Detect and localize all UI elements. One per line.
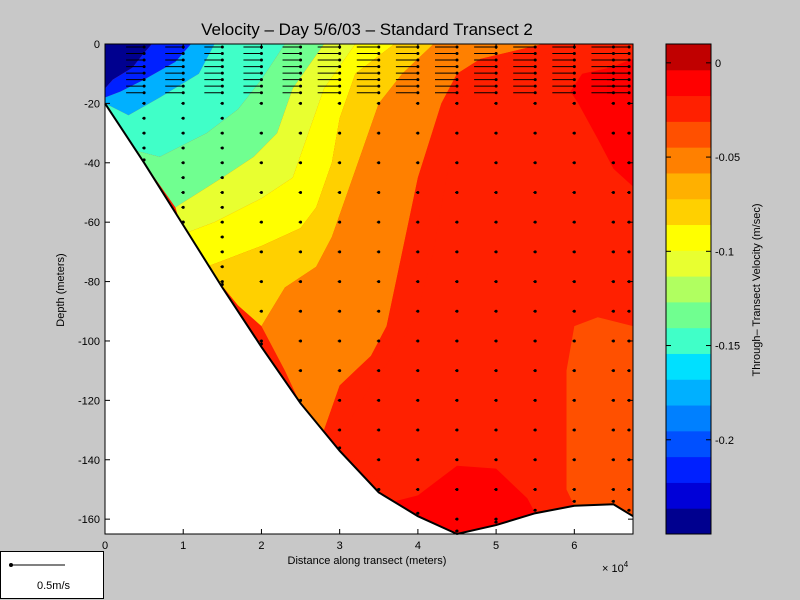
y-tick-label: 0 (94, 39, 100, 51)
contour-band-10 (331, 44, 633, 508)
contour-band-8 (261, 44, 544, 431)
x-tick-label: 2 (258, 540, 264, 552)
x-axis-multiplier: × 104 (602, 560, 629, 575)
contour-band-13 (394, 465, 536, 534)
scale-label: 0.5m/s (37, 580, 71, 592)
x-axis-ticks: 0 1 2 3 4 5 6 (102, 44, 577, 552)
colorbar-band (666, 508, 711, 535)
y-tick-label: -80 (84, 277, 100, 289)
scale-legend: 0.5m/s (0, 551, 104, 599)
velocity-contours (105, 44, 633, 534)
x-tick-label: 3 (337, 540, 343, 552)
contour-band-3 (105, 44, 285, 157)
colorbar-ticks: 0 -0.05 -0.1 -0.15 -0.2 (666, 58, 740, 447)
y-tick-label: -160 (78, 514, 100, 526)
x-tick-label: 4 (415, 540, 421, 552)
colorbar-label: Through– Transect Velocity (m/sec) (751, 203, 763, 376)
x-tick-label: 6 (571, 540, 577, 552)
colorbar-band (666, 121, 711, 148)
colorbar-band (666, 379, 711, 406)
y-tick-label: -40 (84, 158, 100, 170)
contour-band-2 (105, 44, 215, 116)
colorbar-band (666, 430, 711, 458)
colorbar-band (666, 456, 711, 483)
contour-band-7 (206, 44, 434, 327)
colorbar-band (666, 482, 711, 509)
x-tick-label: 5 (493, 540, 499, 552)
y-tick-label: -120 (78, 395, 100, 407)
colorbar-band (666, 276, 711, 303)
contour-band-1 (105, 44, 192, 98)
contour-band-12 (570, 58, 633, 187)
colorbar-band (666, 198, 711, 226)
colorbar-band (666, 301, 711, 329)
colorbar-tick-label: -0.2 (715, 435, 734, 447)
contour-band-9 (324, 44, 590, 445)
x-tick-label: 0 (102, 540, 108, 552)
contour-band-6 (183, 44, 395, 267)
seabed-fill (105, 103, 633, 535)
contour-band-4 (136, 44, 325, 208)
x-axis-label: Distance along transect (meters) (288, 555, 447, 567)
colorbar-tick-label: -0.15 (715, 341, 740, 353)
colorbar-band (666, 69, 711, 97)
colorbar-band (666, 353, 711, 380)
colorbar-tick-label: -0.1 (715, 246, 734, 258)
contour-band-11 (566, 317, 633, 517)
bottom-profile-line (104, 102, 634, 536)
contour-band-5 (175, 44, 356, 235)
colorbar-band (666, 250, 711, 277)
colorbar-band (666, 95, 711, 122)
scale-arrow (9, 563, 65, 567)
colorbar-band (666, 172, 711, 200)
y-axis-label: Depth (meters) (55, 253, 67, 326)
y-axis-ticks: 0 -20 -40 -60 -80 -100 -120 -140 -160 (78, 39, 633, 526)
colorbar-band (666, 327, 711, 354)
colorbar-band (666, 147, 711, 174)
velocity-arrows (126, 45, 631, 533)
plot-frame (104, 43, 634, 535)
y-tick-label: -100 (78, 336, 100, 348)
x-tick-label: 1 (180, 540, 186, 552)
chart-title: Velocity – Day 5/6/03 – Standard Transec… (201, 20, 533, 39)
seabed-mask (105, 103, 633, 535)
colorbar-band (666, 44, 711, 71)
y-tick-label: -140 (78, 455, 100, 467)
y-tick-label: -20 (84, 98, 100, 110)
colorbar-frame (665, 43, 712, 535)
colorbar-band (666, 405, 711, 432)
colorbar-tick-label: 0 (715, 58, 721, 70)
y-tick-label: -60 (84, 217, 100, 229)
colorbar (666, 44, 711, 535)
colorbar-band (666, 224, 711, 251)
colorbar-tick-label: -0.05 (715, 152, 740, 164)
